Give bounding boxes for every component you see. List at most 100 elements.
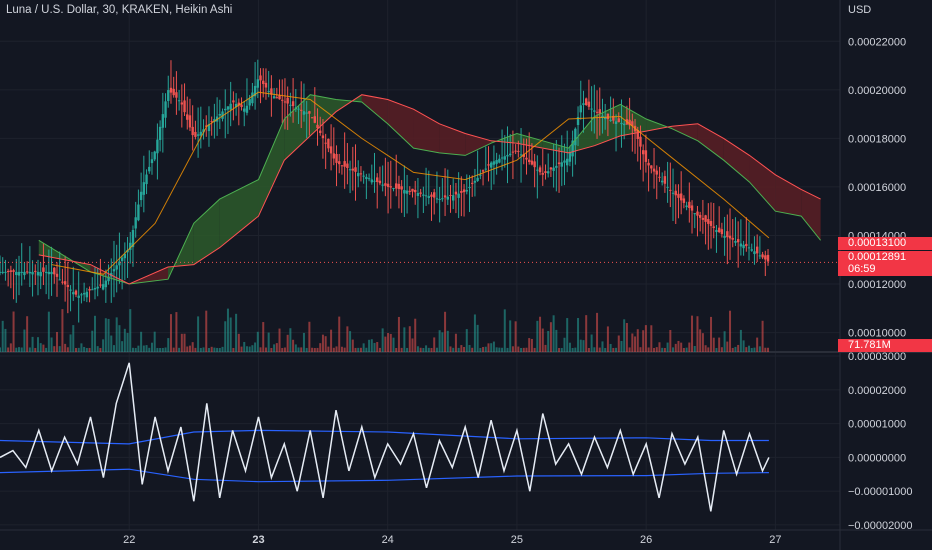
volume-bar (28, 347, 31, 352)
candle-body (256, 79, 260, 88)
candle-body (199, 131, 203, 136)
candle-body (131, 230, 135, 248)
candle-body (522, 154, 525, 157)
volume-bar (400, 347, 403, 352)
volume-bar (707, 347, 710, 352)
volume-bar (653, 347, 656, 352)
volume-bar (758, 346, 761, 352)
candle-body (498, 158, 501, 163)
axis-labels[interactable]: 0.00022000 0.00020000 0.00018000 0.00016000… (123, 36, 912, 546)
volume-bar (547, 331, 550, 352)
candle-body (682, 198, 686, 203)
candle-body (15, 271, 18, 276)
candle-body (291, 101, 295, 107)
candle-body (39, 271, 42, 277)
candle-body (77, 295, 80, 298)
candle-body (408, 190, 411, 192)
volume-bar (674, 343, 677, 352)
candle-body (717, 227, 721, 233)
volume-bar (568, 342, 571, 352)
volume-bar (723, 331, 726, 352)
candle-body (528, 159, 531, 163)
volume-bar (392, 337, 395, 352)
volume-bar (395, 347, 398, 352)
volume-bar (482, 347, 485, 352)
candle-body (709, 221, 713, 226)
volume-bar (631, 333, 634, 352)
chart-title[interactable]: Luna / U.S. Dollar, 30, KRAKEN, Heikin A… (6, 4, 233, 16)
candle-body (433, 192, 436, 198)
volume-bar (31, 336, 34, 352)
candle-body (671, 192, 675, 194)
volume-bar (69, 334, 72, 352)
candle-body (584, 98, 588, 106)
volume-bar (140, 331, 143, 352)
cloud-segment (439, 123, 466, 156)
candle-body (606, 113, 610, 120)
volume-bar (435, 347, 438, 352)
candle-body (620, 122, 623, 125)
volume-bar (20, 347, 23, 352)
candle-body (115, 265, 118, 270)
volume-bar (248, 346, 251, 352)
volume-bar (7, 347, 10, 352)
candle-body (614, 121, 618, 124)
candle-body (579, 105, 582, 113)
volume-bar (696, 316, 699, 352)
cloud-segment (672, 123, 698, 141)
price-tick-label: 0.00010000 (848, 328, 906, 340)
volume-bar (446, 330, 449, 352)
volume-bar (460, 345, 463, 352)
volume-bar (254, 342, 257, 352)
volume-bar (121, 341, 124, 352)
candle-body (156, 139, 159, 154)
candle-body (305, 112, 308, 114)
volume-bar (237, 333, 240, 352)
volume-bar (558, 347, 561, 352)
candle-body (213, 119, 216, 122)
candle-body (186, 114, 189, 120)
candle-body (509, 153, 512, 156)
candle-body (471, 182, 474, 184)
candle-body (650, 165, 653, 169)
candle-body (690, 205, 694, 211)
candle-body (427, 196, 430, 198)
candle-body (519, 154, 523, 156)
volume-bar (582, 340, 585, 352)
candle-body (340, 165, 344, 167)
volume-bar (23, 329, 26, 352)
volume-bar (15, 347, 18, 352)
volume-bar (639, 347, 642, 352)
candle-body (441, 198, 444, 200)
candle-body (329, 146, 333, 154)
candle-body (319, 130, 322, 134)
volume-bar (275, 343, 278, 352)
candle-body (503, 156, 506, 160)
volume-bar (647, 347, 650, 352)
volume-bar (335, 346, 338, 352)
volume-bar (473, 314, 476, 352)
volume-bar (85, 348, 88, 352)
cloud-segment (387, 99, 414, 149)
last-price-tag: 0.00013100 (838, 237, 932, 250)
candle-body (324, 142, 327, 144)
candle-body (167, 90, 170, 101)
candle-body (636, 130, 639, 139)
candle-body (348, 169, 352, 171)
candle-body (1, 271, 4, 273)
volume-bar (479, 347, 482, 352)
volume-bar (66, 347, 69, 352)
candle-body (612, 115, 615, 121)
volume-bar (514, 321, 517, 352)
candle-body (430, 194, 433, 197)
volume-tag: 71.781M (838, 339, 932, 352)
time-tick-label: 26 (640, 534, 652, 546)
volume-bar (617, 335, 620, 352)
candle-body (403, 190, 406, 194)
volume-bar (454, 333, 457, 352)
volume-bar (0, 347, 1, 352)
candle-body (641, 150, 645, 155)
volume-bar (145, 345, 148, 352)
volume-bar (313, 347, 316, 352)
candle-body (42, 267, 45, 272)
